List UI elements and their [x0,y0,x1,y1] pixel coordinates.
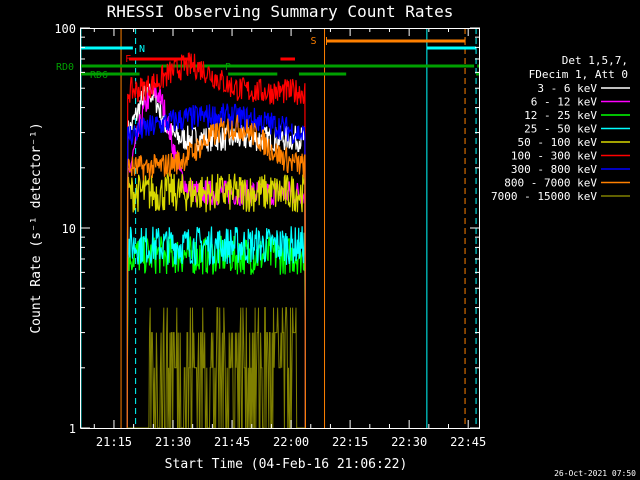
series-line-2 [126,81,306,429]
y-tick-label: 10 [62,222,76,236]
legend-label: 800 - 7000 keV [504,177,597,190]
legend-label: 100 - 300 keV [511,150,597,163]
x-tick-label: 22:30 [391,435,427,449]
state-intervals: RD0 RD6 NF P S [56,36,480,81]
x-tick-label: 21:45 [214,435,250,449]
night-flag-label: N [139,44,145,55]
series-line-5 [126,172,306,429]
legend-label: 7000 - 15000 keV [491,190,597,203]
legend-label: 300 - 800 keV [511,163,597,176]
legend-label: 6 - 12 keV [531,96,598,109]
p-flag-label: P [225,62,231,73]
legend-label: 3 - 6 keV [537,82,597,95]
y-axis-label: Count Rate (s⁻¹ detector⁻¹) [29,122,44,333]
flare-flag-label: F [125,54,131,65]
x-tick-label: 21:30 [155,435,191,449]
saa-flag-label: S [311,36,317,47]
legend-label: 50 - 100 keV [518,136,598,149]
legend-label: 25 - 50 keV [524,123,597,136]
y-tick-label: 1 [69,422,76,436]
x-tick-label: 21:15 [96,435,132,449]
series-line-8 [126,114,306,429]
series-line-6 [126,52,306,429]
x-tick-label: 22:45 [450,435,486,449]
legend-header-line-1: Det 1,5,7, [562,54,628,67]
data-series [126,52,306,429]
legend-header-line-2: FDecim 1, Att 0 [529,68,628,81]
rd0-flag-label: RD0 [56,62,74,73]
chart-title: RHESSI Observing Summary Count Rates [107,2,454,21]
x-tick-label: 22:15 [332,435,368,449]
plot-timestamp: 26-Oct-2021 07:50 [554,469,636,478]
x-axis-label: Start Time (04-Feb-16 21:06:22) [165,457,408,472]
legend-label: 12 - 25 keV [524,109,597,122]
series-line-3 [126,235,306,429]
x-tick-label: 22:00 [273,435,309,449]
series-line-4 [126,226,306,429]
axis-ticks: 21:15 21:30 21:45 22:00 22:15 22:30 22:45 1 10 10… [54,22,486,449]
series-line-7 [126,103,306,429]
rd6-flag-label: RD6 [90,70,108,81]
y-tick-label: 100 [54,22,76,36]
series-line-9 [127,307,306,429]
